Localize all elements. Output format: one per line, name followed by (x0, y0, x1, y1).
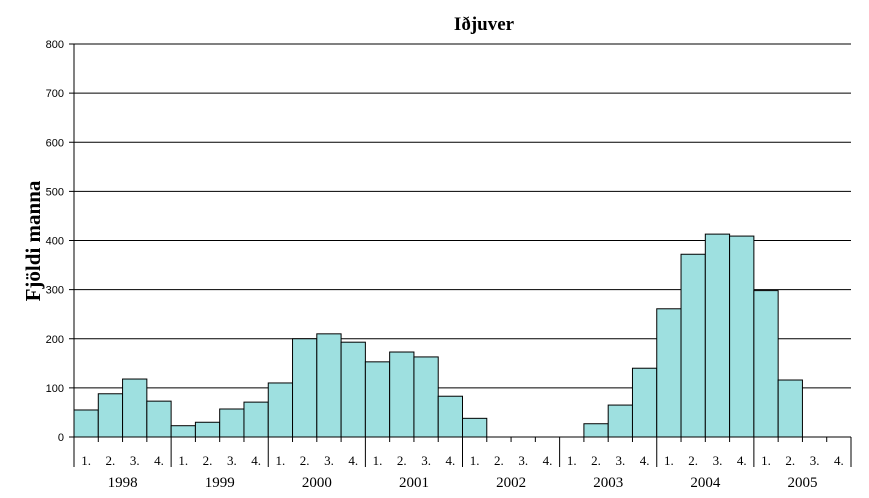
year-label: 2005 (787, 475, 817, 491)
bar (122, 378, 148, 438)
quarter-label: 2. (785, 453, 795, 468)
bar (170, 425, 196, 438)
quarter-label: 1. (373, 453, 383, 468)
quarter-label: 1. (178, 453, 188, 468)
chart-title: Iðjuver (454, 14, 515, 35)
quarter-label: 1. (761, 453, 771, 468)
quarter-label: 1. (567, 453, 577, 468)
bar (437, 395, 463, 438)
bar (389, 351, 415, 438)
quarter-label: 4. (348, 453, 358, 468)
bar (631, 367, 658, 438)
y-tick-label: 800 (46, 39, 64, 51)
bar (243, 401, 269, 438)
bar (583, 423, 609, 438)
y-tick-label: 700 (46, 88, 64, 100)
y-tick-label: 0 (58, 432, 64, 444)
bar (364, 361, 391, 438)
y-tick-label: 600 (46, 137, 64, 149)
quarter-label: 2. (591, 453, 601, 468)
quarter-label: 4. (251, 453, 261, 468)
bar (777, 379, 803, 438)
bar (194, 421, 221, 438)
quarter-label: 3. (810, 453, 820, 468)
y-tick-label: 500 (46, 186, 64, 198)
year-label: 2000 (302, 475, 332, 491)
bar (413, 356, 439, 438)
bar (462, 417, 488, 438)
bar (97, 393, 124, 438)
quarter-label: 2. (106, 453, 116, 468)
quarter-label: 1. (664, 453, 674, 468)
bar (340, 341, 366, 438)
bar (316, 333, 342, 438)
quarter-label: 1. (81, 453, 91, 468)
x-axis-labels: 1. 2. 3. 4. 1. 2. 3. 4. 1. 2. 3. 4. 1. 2. 3. 4. 1. 2. 3. 4.… (73, 437, 852, 491)
quarter-label: 2. (494, 453, 504, 468)
quarter-label: 1. (470, 453, 480, 468)
quarter-label: 4. (640, 453, 650, 468)
quarter-label: 2. (300, 453, 310, 468)
year-label: 2004 (690, 475, 721, 491)
bar (267, 382, 294, 438)
quarter-label: 4. (737, 453, 747, 468)
year-label: 2001 (399, 475, 429, 491)
y-tick-label: 100 (46, 383, 64, 395)
year-label: 2002 (496, 475, 526, 491)
bar (292, 338, 318, 438)
y-tick-label: 400 (46, 236, 64, 248)
y-axis-label: Fjöldi manna (21, 180, 45, 301)
bar (607, 404, 633, 438)
quarter-label: 4. (543, 453, 553, 468)
quarter-label: 3. (227, 453, 237, 468)
quarter-label: 1. (276, 453, 286, 468)
quarter-label: 2. (688, 453, 698, 468)
quarter-label: 4. (154, 453, 164, 468)
bar (656, 308, 682, 438)
bar (704, 233, 731, 438)
year-label: 1999 (205, 475, 235, 491)
bar (729, 235, 755, 438)
bar (680, 253, 706, 438)
quarter-label: 3. (713, 453, 723, 468)
quarter-label: 3. (615, 453, 625, 468)
bars (73, 233, 803, 438)
y-tick-label: 300 (46, 285, 64, 297)
bar (73, 409, 99, 438)
quarter-label: 4. (445, 453, 455, 468)
quarter-label: 4. (834, 453, 844, 468)
year-label: 2003 (593, 475, 623, 491)
quarter-label: 3. (518, 453, 528, 468)
year-label: 1998 (108, 475, 138, 491)
quarter-label: 3. (421, 453, 431, 468)
quarter-label: 2. (203, 453, 213, 468)
gridlines (74, 43, 851, 389)
quarter-label: 3. (324, 453, 334, 468)
bar (753, 290, 779, 438)
bar (219, 408, 245, 438)
y-tick-label: 200 (46, 334, 64, 346)
quarter-label: 2. (397, 453, 407, 468)
bar (146, 400, 172, 438)
quarter-label: 3. (130, 453, 140, 468)
y-axis-ticks: 0 100 200 300 400 500 600 700 800 (46, 39, 74, 444)
